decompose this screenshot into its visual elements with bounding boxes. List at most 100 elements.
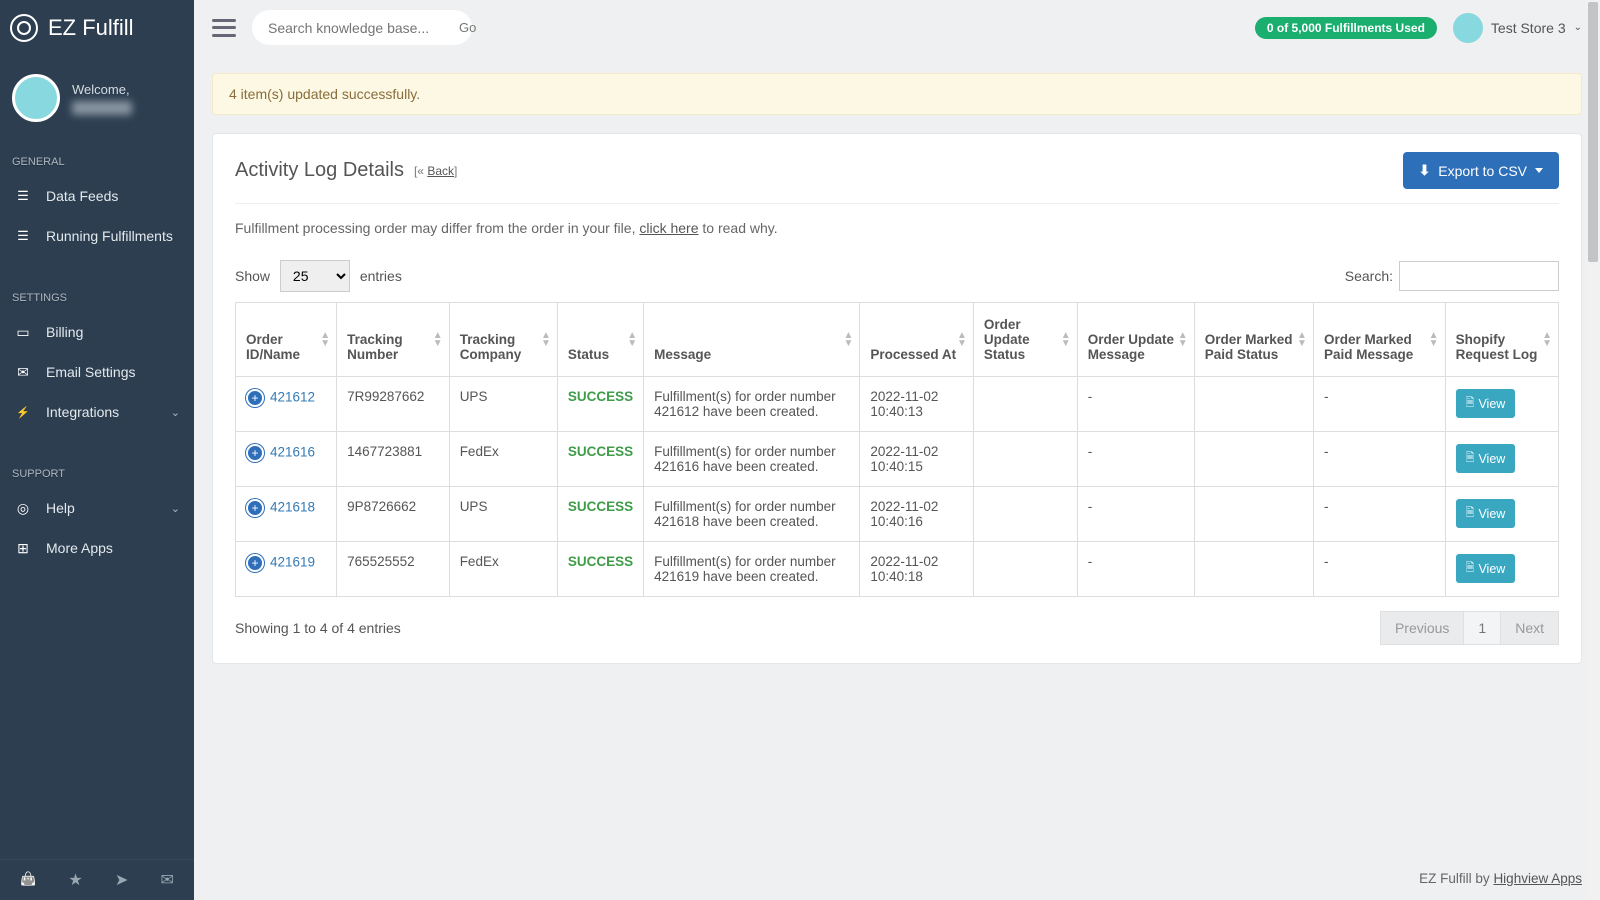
activity-log-panel: Activity Log Details [« Back] Export to … bbox=[212, 133, 1582, 664]
footer-link[interactable]: Highview Apps bbox=[1493, 871, 1582, 886]
length-control: Show 25 entries bbox=[235, 260, 402, 292]
expand-row-button[interactable]: + bbox=[246, 444, 264, 462]
cell-marked-paid-message: - bbox=[1313, 377, 1445, 432]
column-header[interactable]: Shopify Request Log▲▼ bbox=[1445, 303, 1558, 377]
column-header[interactable]: Order Update Status▲▼ bbox=[973, 303, 1077, 377]
brand: EZ Fulfill bbox=[0, 0, 194, 56]
footer: EZ Fulfill by Highview Apps bbox=[194, 861, 1600, 900]
cell-marked-paid-message: - bbox=[1313, 432, 1445, 487]
sidebar-item-help[interactable]: Help ⌄ bbox=[0, 488, 194, 528]
order-link[interactable]: 421616 bbox=[270, 445, 315, 460]
main: Go 0 of 5,000 Fulfillments Used Test Sto… bbox=[194, 0, 1600, 900]
section-settings: SETTINGS bbox=[0, 282, 194, 312]
cell-message: Fulfillment(s) for order number 421612 h… bbox=[644, 377, 860, 432]
scrollbar[interactable] bbox=[1586, 0, 1600, 900]
expand-row-button[interactable]: + bbox=[246, 554, 264, 572]
cell-status: SUCCESS bbox=[557, 432, 643, 487]
expand-row-button[interactable]: + bbox=[246, 499, 264, 517]
sidebar: EZ Fulfill Welcome, GENERAL Data Feeds R… bbox=[0, 0, 194, 900]
nav-label: Running Fulfillments bbox=[46, 228, 173, 244]
cell-carrier: FedEx bbox=[449, 542, 557, 597]
cell-order-update-status bbox=[973, 542, 1077, 597]
chevron-down-icon: ⌄ bbox=[171, 406, 180, 419]
nav-label: More Apps bbox=[46, 540, 113, 556]
welcome-block: Welcome, bbox=[0, 56, 194, 146]
page-next[interactable]: Next bbox=[1500, 611, 1559, 645]
page-1[interactable]: 1 bbox=[1463, 611, 1501, 645]
table-search-input[interactable] bbox=[1399, 261, 1559, 291]
cell-tracking: 765525552 bbox=[337, 542, 450, 597]
activity-log-table: Order ID/Name▲▼Tracking Number▲▼Tracking… bbox=[235, 302, 1559, 597]
order-link[interactable]: 421619 bbox=[270, 555, 315, 570]
sidebar-item-integrations[interactable]: Integrations ⌄ bbox=[0, 392, 194, 432]
column-header[interactable]: Order Update Message▲▼ bbox=[1077, 303, 1194, 377]
cell-order-update-status bbox=[973, 487, 1077, 542]
export-csv-button[interactable]: Export to CSV bbox=[1403, 152, 1559, 189]
card-icon bbox=[14, 325, 32, 339]
column-header[interactable]: Order ID/Name▲▼ bbox=[236, 303, 337, 377]
cell-message: Fulfillment(s) for order number 421616 h… bbox=[644, 432, 860, 487]
list-icon bbox=[14, 229, 32, 243]
back-link[interactable]: Back bbox=[427, 164, 454, 178]
order-link[interactable]: 421612 bbox=[270, 390, 315, 405]
column-header[interactable]: Tracking Company▲▼ bbox=[449, 303, 557, 377]
section-general: GENERAL bbox=[0, 146, 194, 176]
column-header[interactable]: Processed At▲▼ bbox=[860, 303, 974, 377]
cell-carrier: FedEx bbox=[449, 432, 557, 487]
cell-request-log: View bbox=[1445, 377, 1558, 432]
caret-down-icon bbox=[1535, 168, 1543, 173]
mail-icon bbox=[14, 365, 32, 379]
sidebar-bottombar bbox=[0, 859, 194, 900]
search-input[interactable] bbox=[268, 20, 449, 36]
scrollbar-thumb[interactable] bbox=[1588, 2, 1598, 262]
expand-row-button[interactable]: + bbox=[246, 389, 264, 407]
file-icon bbox=[1466, 449, 1475, 468]
sidebar-item-billing[interactable]: Billing bbox=[0, 312, 194, 352]
cell-order-update-message: - bbox=[1077, 432, 1194, 487]
sidebar-item-more-apps[interactable]: More Apps bbox=[0, 528, 194, 568]
sidebar-item-running-fulfillments[interactable]: Running Fulfillments bbox=[0, 216, 194, 256]
cell-order-update-status bbox=[973, 432, 1077, 487]
table-row: +421619765525552FedExSUCCESSFulfillment(… bbox=[236, 542, 1559, 597]
chevron-down-icon: ⌄ bbox=[1574, 22, 1582, 33]
page-size-select[interactable]: 25 bbox=[280, 260, 350, 292]
search-go-button[interactable]: Go bbox=[449, 14, 486, 41]
cell-order-update-status bbox=[973, 377, 1077, 432]
cell-marked-paid-message: - bbox=[1313, 542, 1445, 597]
view-request-log-button[interactable]: View bbox=[1456, 499, 1516, 528]
order-link[interactable]: 421618 bbox=[270, 500, 315, 515]
cell-carrier: UPS bbox=[449, 377, 557, 432]
hamburger-button[interactable] bbox=[212, 19, 236, 37]
column-header[interactable]: Message▲▼ bbox=[644, 303, 860, 377]
table-row: +4216189P8726662UPSSUCCESSFulfillment(s)… bbox=[236, 487, 1559, 542]
page-prev[interactable]: Previous bbox=[1380, 611, 1464, 645]
cell-order-update-message: - bbox=[1077, 542, 1194, 597]
cell-tracking: 7R99287662 bbox=[337, 377, 450, 432]
cell-marked-paid-status bbox=[1194, 377, 1313, 432]
view-request-log-button[interactable]: View bbox=[1456, 554, 1516, 583]
column-header[interactable]: Order Marked Paid Status▲▼ bbox=[1194, 303, 1313, 377]
list-icon bbox=[14, 189, 32, 203]
column-header[interactable]: Status▲▼ bbox=[557, 303, 643, 377]
section-support: SUPPORT bbox=[0, 458, 194, 488]
star-icon[interactable] bbox=[68, 870, 82, 890]
bag-icon[interactable] bbox=[20, 870, 36, 890]
nav-label: Help bbox=[46, 500, 75, 516]
brand-icon bbox=[10, 14, 38, 42]
envelope-icon[interactable] bbox=[160, 870, 173, 890]
sidebar-item-data-feeds[interactable]: Data Feeds bbox=[0, 176, 194, 216]
view-request-log-button[interactable]: View bbox=[1456, 444, 1516, 473]
column-header[interactable]: Tracking Number▲▼ bbox=[337, 303, 450, 377]
send-icon[interactable] bbox=[115, 870, 128, 890]
file-icon bbox=[1466, 504, 1475, 523]
nav-label: Data Feeds bbox=[46, 188, 118, 204]
hint-link[interactable]: click here bbox=[639, 220, 698, 236]
store-name: Test Store 3 bbox=[1491, 20, 1566, 36]
sidebar-item-email-settings[interactable]: Email Settings bbox=[0, 352, 194, 392]
column-header[interactable]: Order Marked Paid Message▲▼ bbox=[1313, 303, 1445, 377]
cell-processed-at: 2022-11-02 10:40:16 bbox=[860, 487, 974, 542]
view-request-log-button[interactable]: View bbox=[1456, 389, 1516, 418]
cell-request-log: View bbox=[1445, 487, 1558, 542]
cell-request-log: View bbox=[1445, 432, 1558, 487]
store-selector[interactable]: Test Store 3 ⌄ bbox=[1453, 13, 1582, 43]
